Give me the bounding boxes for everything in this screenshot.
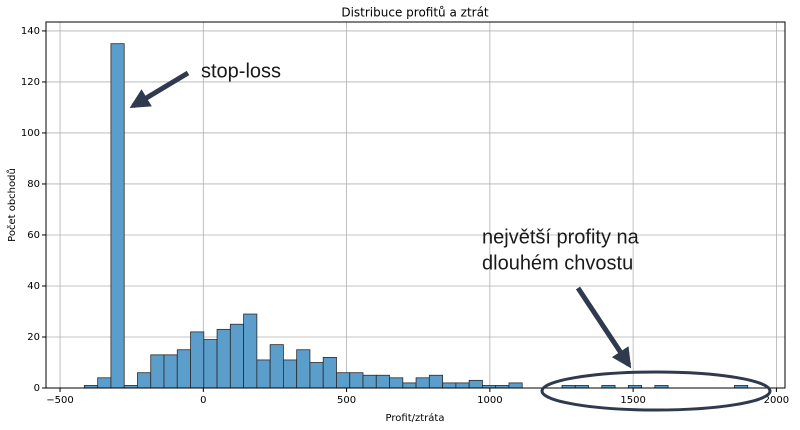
axes-frame — [45, 21, 786, 389]
bar — [468, 379, 483, 389]
bar — [508, 382, 523, 389]
annotation: největší profity na — [482, 226, 640, 248]
x-tick-label: 1000 — [477, 395, 502, 406]
bar — [428, 374, 444, 389]
annotation: stop-loss — [201, 60, 281, 82]
y-tick-label: 60 — [27, 230, 40, 241]
bar — [150, 354, 165, 389]
y-tick-label: 100 — [21, 128, 40, 139]
x-tick-label: −500 — [46, 395, 73, 406]
plot-area: −500 0 500 1000 1500 2000 0 20 40 60 80 100 120 140 — [21, 22, 789, 406]
bar — [163, 354, 178, 389]
chart-title: Distribuce profitů a ztrát — [341, 6, 489, 20]
arrow — [575, 286, 632, 369]
y-tick-label: 20 — [27, 332, 40, 343]
bar — [176, 349, 191, 389]
bar — [389, 377, 404, 389]
bar — [256, 359, 271, 389]
bar — [243, 313, 258, 389]
bar — [336, 372, 351, 389]
bar — [203, 339, 218, 389]
bar — [296, 349, 311, 389]
bar — [97, 377, 112, 389]
y-tick-label: 80 — [27, 179, 40, 190]
bar — [415, 377, 430, 389]
bar — [283, 359, 298, 389]
bar — [137, 372, 152, 389]
x-tick-label: 500 — [337, 395, 356, 406]
y-tick-label: 120 — [21, 77, 40, 88]
annotation: dlouhém chvostu — [482, 252, 633, 274]
bar — [190, 331, 205, 389]
bar — [455, 382, 470, 389]
y-tick-label: 140 — [21, 26, 40, 37]
bar — [269, 344, 284, 389]
x-tick-label: 1500 — [620, 395, 645, 406]
y-tick-label: 0 — [34, 383, 40, 394]
bar — [362, 374, 377, 389]
bar — [349, 372, 364, 389]
highlight-ellipse — [540, 370, 772, 412]
y-tick-label: 40 — [27, 281, 40, 292]
bar — [309, 362, 324, 389]
x-axis-label: Profit/ztráta — [386, 412, 445, 424]
arrow — [129, 70, 190, 109]
y-axis-label: Počet obchodů — [6, 168, 18, 242]
bar — [322, 356, 337, 389]
bar — [216, 328, 231, 389]
bar — [442, 382, 457, 389]
bar — [375, 374, 390, 389]
bar — [402, 382, 417, 389]
bar — [229, 323, 245, 389]
x-tick-label: 0 — [200, 395, 206, 406]
x-tick-label: 2000 — [764, 395, 789, 406]
bar — [110, 43, 125, 389]
